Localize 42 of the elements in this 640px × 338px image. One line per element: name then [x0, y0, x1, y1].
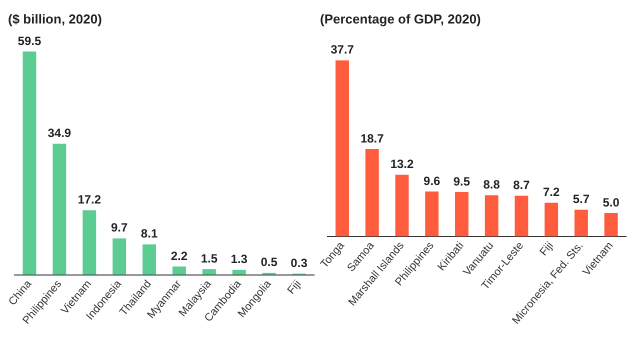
- data-label: 5.7: [572, 192, 590, 206]
- data-label: 1.3: [230, 252, 248, 266]
- data-label: 2.2: [170, 248, 188, 263]
- bar: [365, 149, 379, 236]
- bar: [455, 192, 468, 236]
- data-label: 13.2: [390, 157, 414, 172]
- data-label: 8.7: [513, 178, 530, 192]
- data-label: 9.5: [453, 174, 470, 188]
- bar: [395, 174, 409, 236]
- bar: [82, 210, 96, 275]
- data-label: 9.6: [424, 174, 441, 188]
- data-label: 9.7: [110, 220, 128, 235]
- bar: [232, 270, 246, 275]
- bar: [172, 266, 186, 275]
- data-label: 8.1: [140, 226, 158, 241]
- bar: [574, 210, 588, 236]
- data-label: 18.7: [360, 131, 384, 146]
- chart-title: (Percentage of GDP, 2020): [320, 11, 481, 26]
- data-label: 7.2: [542, 185, 560, 200]
- bar: [514, 196, 528, 236]
- bar: [484, 195, 498, 236]
- bar: [336, 60, 349, 236]
- bar: [202, 269, 216, 275]
- bar: [112, 238, 126, 275]
- bar: [604, 213, 618, 236]
- data-label: 0.3: [290, 256, 308, 270]
- bar: [52, 144, 66, 275]
- bar: [22, 51, 36, 275]
- data-label: 1.5: [200, 251, 218, 266]
- bar: [544, 202, 558, 236]
- x-tick-label: Fiji: [285, 278, 304, 297]
- data-label: 5.0: [602, 195, 620, 210]
- bar: [142, 244, 156, 275]
- chart-title: ($ billion, 2020): [8, 11, 102, 26]
- x-tick-label: Fiji: [538, 240, 556, 258]
- data-label: 59.5: [18, 34, 42, 48]
- data-label: 17.2: [78, 192, 102, 207]
- data-label: 8.8: [483, 178, 500, 192]
- data-label: 0.5: [260, 255, 278, 270]
- bar: [425, 192, 439, 236]
- data-label: 34.9: [48, 126, 72, 140]
- data-label: 37.7: [330, 42, 354, 57]
